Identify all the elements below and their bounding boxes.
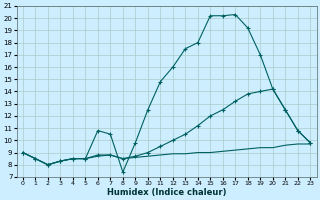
X-axis label: Humidex (Indice chaleur): Humidex (Indice chaleur) — [107, 188, 226, 197]
